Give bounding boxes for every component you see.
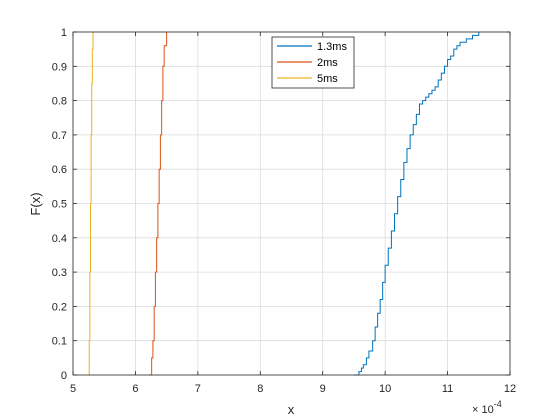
legend: 1.3ms 2ms 5ms [271,36,355,89]
x-exponent-label: × 10-4 [472,399,502,416]
x-tick-label: 12 [504,383,516,395]
y-axis-label: F(x) [28,192,43,215]
y-tick-label: 0.2 [52,301,67,313]
x-axis-label: x [288,402,295,417]
y-tick-label: 0.6 [52,164,67,176]
x-exponent-power: -4 [494,399,502,409]
x-tick-label: 10 [379,383,391,395]
y-tick-label: 0.3 [52,267,67,279]
y-axis-ticks: 0 0.1 0.2 0.3 0.4 0.5 0.6 0.7 0.8 0.9 1 [52,27,510,382]
legend-label-2: 5ms [317,73,338,85]
series-line-1 [149,32,168,376]
x-tick-label: 11 [442,383,453,395]
y-tick-label: 0.5 [52,199,67,211]
y-tick-label: 1 [61,27,67,39]
legend-label-1: 2ms [317,57,338,69]
series-line-2 [88,32,94,376]
series-lines [88,32,480,376]
x-tick-label: 8 [257,383,263,395]
x-exponent-base: × 10 [472,404,494,416]
legend-entries: 1.3ms 2ms 5ms [277,41,347,85]
y-tick-label: 0.9 [52,61,67,73]
x-tick-label: 5 [70,383,76,395]
y-tick-label: 0.7 [52,130,67,142]
series-line-0 [353,32,480,376]
x-tick-label: 7 [195,383,201,395]
x-axis-ticks: 5 6 7 8 9 10 11 12 [70,32,516,395]
y-tick-label: 0.1 [52,336,67,348]
legend-label-0: 1.3ms [317,41,347,53]
y-tick-label: 0.8 [52,96,67,108]
x-tick-label: 9 [320,383,326,395]
y-tick-label: 0 [61,370,67,382]
y-tick-label: 0.4 [52,233,67,245]
x-tick-label: 6 [132,383,138,395]
